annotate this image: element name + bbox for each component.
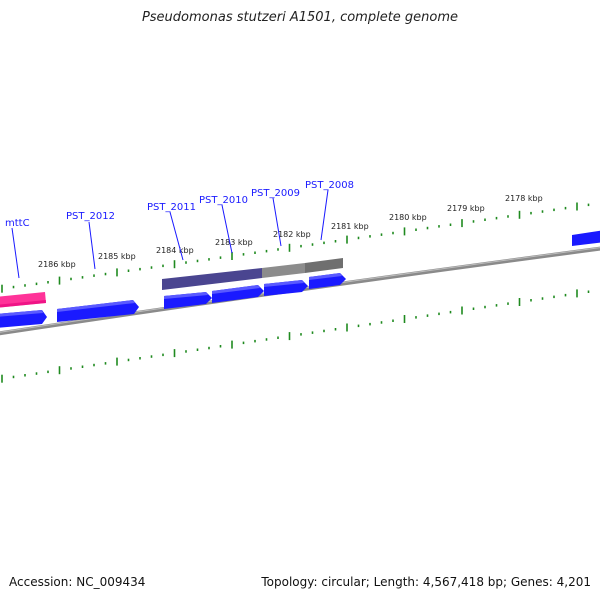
tick-label: 2184 kbp: [156, 246, 194, 255]
genome-summary-text: Topology: circular; Length: 4,567,418 bp…: [261, 575, 591, 589]
accession-text: Accession: NC_009434: [9, 575, 146, 589]
gene-label-pst-2012[interactable]: PST_2012: [66, 211, 115, 222]
gene-label-pst-2010[interactable]: PST_2010: [199, 195, 248, 206]
cds-arrow-highlights: [0, 273, 342, 317]
tick-label: 2185 kbp: [98, 252, 136, 261]
gene-labels: mttC PST_2012 PST_2011 PST_2010 PST_2009…: [5, 180, 354, 229]
tick-label: 2183 kbp: [215, 238, 253, 247]
tick-label: 2180 kbp: [389, 213, 427, 222]
gene-label-pst-2008[interactable]: PST_2008: [305, 180, 354, 191]
tick-labels: 2186 kbp 2185 kbp 2184 kbp 2183 kbp 2182…: [38, 194, 543, 269]
region-bar-gray: [262, 263, 305, 278]
gene-label-pst-2011[interactable]: PST_2011: [147, 202, 196, 213]
map-title: Pseudomonas stutzeri A1501, complete gen…: [141, 10, 459, 25]
region-bars: [162, 258, 343, 290]
region-bar-dark: [162, 268, 262, 290]
region-bar-darkgray: [305, 258, 343, 273]
tick-label: 2179 kbp: [447, 204, 485, 213]
cds-arrows: [0, 230, 600, 328]
tick-label: 2182 kbp: [273, 230, 311, 239]
gene-label-pst-2009[interactable]: PST_2009: [251, 188, 300, 199]
cds-arrow-pst-2012[interactable]: [57, 300, 139, 322]
gene-label-mttc[interactable]: mttC: [5, 218, 30, 229]
cds-arrow-right-edge[interactable]: [572, 230, 600, 246]
rna-feature-mttc-shade: [0, 300, 46, 308]
gene-label-leaders: [11, 189, 329, 279]
tick-label: 2178 kbp: [505, 194, 543, 203]
tick-label: 2186 kbp: [38, 260, 76, 269]
upper-tick-row: [1, 202, 590, 293]
tick-label: 2181 kbp: [331, 222, 369, 231]
lower-tick-row: [1, 289, 590, 383]
